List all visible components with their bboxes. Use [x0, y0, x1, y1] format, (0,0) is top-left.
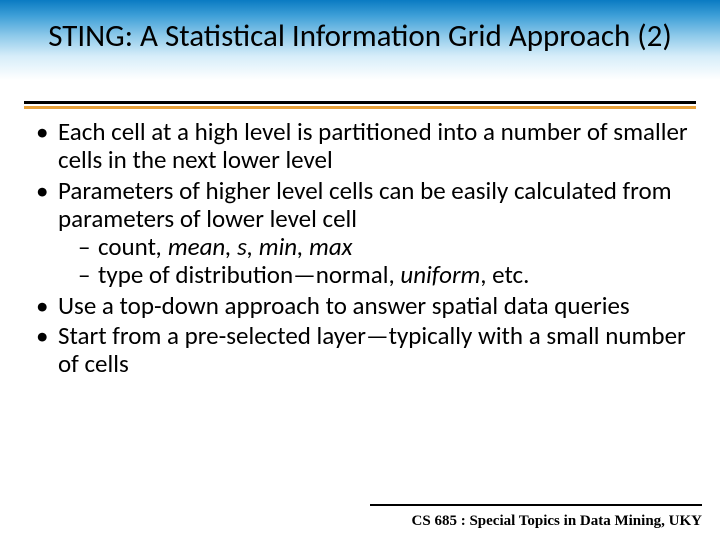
bullet-text: Start from a pre-selected layer—typicall…: [58, 320, 686, 379]
sub-bullet-list: count, mean, s, min, max type of distrib…: [58, 233, 692, 290]
sub-bullet-italic: uniform: [400, 259, 480, 290]
sub-bullet-text: type of distribution—normal,: [98, 259, 400, 290]
title-underline: [24, 101, 696, 104]
footer-text: CS 685 : Special Topics in Data Mining, …: [412, 513, 702, 530]
sub-bullet-text: count: [98, 231, 156, 262]
slide-title: STING: A Statistical Information Grid Ap…: [0, 18, 720, 55]
bullet-item: Use a top-down approach to answer spatia…: [32, 292, 692, 320]
bullet-item: Start from a pre-selected layer—typicall…: [32, 322, 692, 379]
bullet-item: Each cell at a high level is partitioned…: [32, 118, 692, 175]
bullet-list: Each cell at a high level is partitioned…: [32, 118, 692, 378]
bullet-text: Parameters of higher level cells can be …: [58, 175, 672, 234]
slide: STING: A Statistical Information Grid Ap…: [0, 0, 720, 540]
footer-divider: [370, 504, 702, 506]
slide-body: Each cell at a high level is partitioned…: [32, 118, 692, 380]
sub-bullet-item: count, mean, s, min, max: [58, 233, 692, 261]
sub-bullet-item: type of distribution—normal, uniform, et…: [58, 261, 692, 289]
bullet-item: Parameters of higher level cells can be …: [32, 177, 692, 290]
bullet-text: Each cell at a high level is partitioned…: [58, 116, 688, 175]
sub-bullet-italic: , mean, s, min, max: [156, 231, 353, 262]
bullet-text: Use a top-down approach to answer spatia…: [58, 290, 630, 321]
sub-bullet-tail: , etc.: [480, 259, 529, 290]
title-accent-line: [24, 106, 696, 109]
